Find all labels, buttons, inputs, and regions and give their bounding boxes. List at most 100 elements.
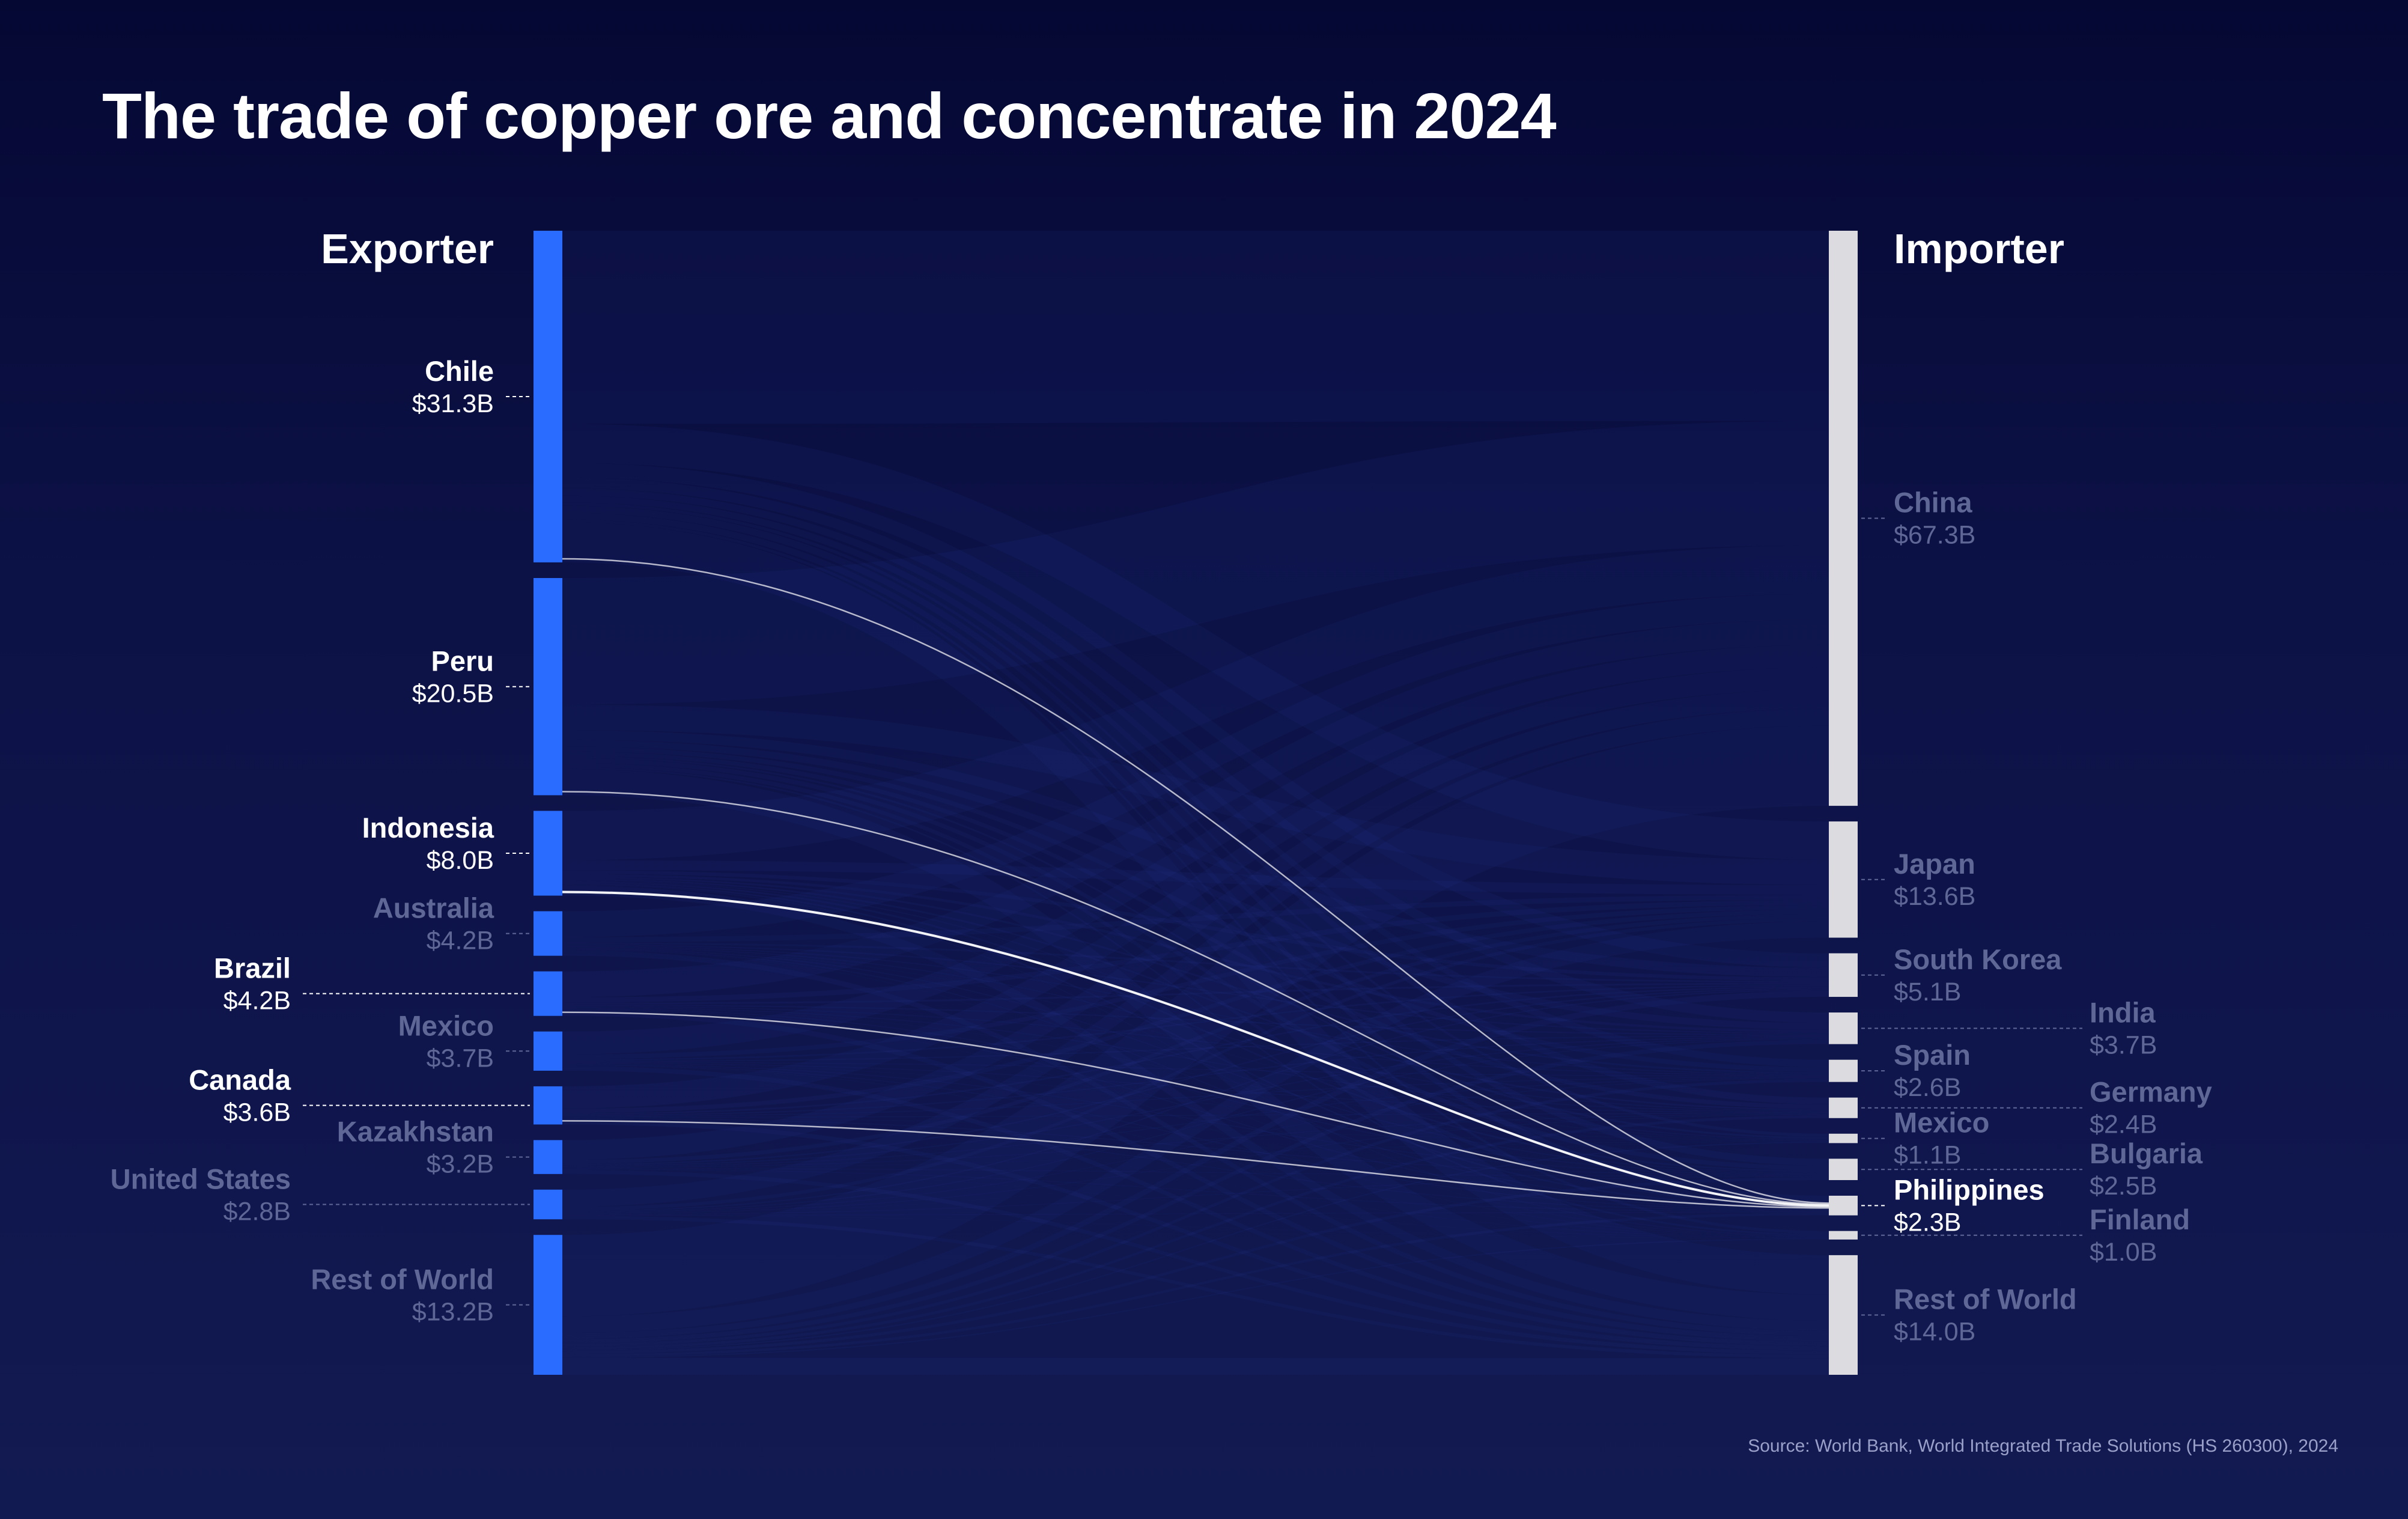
exporter-bar-mexico[interactable] [534, 1031, 562, 1071]
importer-value-philippines: $2.3B [1894, 1208, 1961, 1237]
flow-chile-to-india [562, 477, 1829, 1023]
importer-bar-philippines[interactable] [1829, 1195, 1858, 1216]
highlight-flow-peru-to-philippines [562, 791, 1829, 1205]
flow-australia-to-finland [562, 950, 1829, 1237]
flow-united-states-to-india [562, 1038, 1829, 1213]
flow-canada-to-bulgaria [562, 1118, 1829, 1176]
background-flows [562, 231, 1829, 1375]
flow-canada-to-india [562, 1036, 1829, 1116]
flow-united-states-to-philippines [562, 1212, 1829, 1216]
flow-canada-to-china [562, 667, 1829, 1109]
exporter-label-australia: Australia [373, 892, 494, 924]
flow-indonesia-to-finland [562, 884, 1829, 1237]
importer-value-bulgaria: $2.5B [2090, 1172, 2157, 1201]
flow-indonesia-to-south-korea [562, 870, 1829, 981]
flow-rest-of-world-to-finland [562, 1238, 1829, 1358]
importer-bar-mexico[interactable] [1829, 1133, 1858, 1143]
flow-australia-to-spain [562, 946, 1829, 1075]
exporter-value-australia: $4.2B [427, 927, 494, 955]
importer-bar-germany[interactable] [1829, 1097, 1858, 1118]
importer-value-rest-of-world: $14.0B [1894, 1317, 1975, 1346]
importer-value-china: $67.3B [1894, 521, 1975, 550]
highlight-flow-chile-to-philippines [562, 558, 1829, 1204]
flow-australia-to-japan [562, 895, 1829, 943]
flow-mexico-to-finland [562, 1065, 1829, 1238]
importer-bar-rest-of-world[interactable] [1829, 1255, 1858, 1375]
importer-bar-bulgaria[interactable] [1829, 1158, 1858, 1180]
flow-indonesia-to-rest-of-world [562, 885, 1829, 1331]
flow-kazakhstan-to-bulgaria [562, 1168, 1829, 1177]
importer-label-germany: Germany [2090, 1076, 2212, 1108]
flow-indonesia-to-philippines [562, 883, 1829, 1208]
importer-bar-finland[interactable] [1829, 1231, 1858, 1240]
flow-peru-to-india [562, 739, 1829, 1030]
flow-canada-to-finland [562, 1119, 1829, 1238]
exporter-bar-canada[interactable] [534, 1086, 562, 1125]
flow-chile-to-philippines [562, 513, 1829, 1202]
flow-chile-to-bulgaria [562, 505, 1829, 1166]
flow-rest-of-world-to-south-korea [562, 990, 1829, 1339]
flow-indonesia-to-china [562, 545, 1829, 860]
exporter-label-rest-of-world: Rest of World [311, 1264, 494, 1295]
flow-chile-to-japan [562, 424, 1829, 860]
importer-value-spain: $2.6B [1894, 1073, 1961, 1102]
importer-bar-india[interactable] [1829, 1012, 1858, 1044]
flow-mexico-to-china [562, 645, 1829, 1055]
importer-value-germany: $2.4B [2090, 1110, 2157, 1139]
exporter-bar-indonesia[interactable] [534, 811, 562, 896]
importer-bar-spain[interactable] [1829, 1059, 1858, 1082]
flow-united-states-to-mexico [562, 1141, 1829, 1214]
flow-brazil-to-rest-of-world [562, 1010, 1829, 1342]
flow-canada-to-philippines [562, 1118, 1829, 1212]
exporter-bar-united-states[interactable] [534, 1189, 562, 1220]
flow-rest-of-world-to-bulgaria [562, 1177, 1829, 1354]
exporter-bar-brazil[interactable] [534, 971, 562, 1016]
highlight-flow-brazil-to-philippines [562, 1011, 1829, 1208]
flow-kazakhstan-to-india [562, 1037, 1829, 1167]
flow-chile-to-south-korea [562, 463, 1829, 968]
flow-kazakhstan-to-spain [562, 1077, 1829, 1167]
importer-bar-south-korea[interactable] [1829, 953, 1858, 997]
importer-bar-china[interactable] [1829, 231, 1858, 806]
flow-canada-to-spain [562, 1076, 1829, 1117]
flow-australia-to-south-korea [562, 942, 1829, 983]
flow-australia-to-india [562, 944, 1829, 1034]
flow-australia-to-bulgaria [562, 948, 1829, 1173]
flow-rest-of-world-to-rest-of-world [562, 1357, 1829, 1375]
flow-mexico-to-south-korea [562, 984, 1829, 1061]
flow-australia-to-germany [562, 946, 1829, 1112]
flow-indonesia-to-japan [562, 860, 1829, 895]
importer-label-south-korea: South Korea [1894, 943, 2062, 975]
flow-united-states-to-bulgaria [562, 1176, 1829, 1215]
exporter-value-mexico: $3.7B [427, 1044, 494, 1073]
importer-bar-japan[interactable] [1829, 821, 1858, 938]
exporter-bar-australia[interactable] [534, 911, 562, 956]
exporter-bar-peru[interactable] [534, 577, 562, 796]
flow-rest-of-world-to-india [562, 1040, 1829, 1344]
flow-canada-to-south-korea [562, 986, 1829, 1115]
flow-kazakhstan-to-finland [562, 1169, 1829, 1238]
flow-mexico-to-japan [562, 905, 1829, 1059]
node-labels: Chile$31.3B Peru $20.5B Indonesia$8.0B Austr… [111, 355, 2212, 1346]
exporter-value-peru: $20.5B [412, 680, 494, 708]
flow-peru-to-spain [562, 746, 1829, 1072]
flow-australia-to-philippines [562, 949, 1829, 1210]
flow-chile-to-spain [562, 488, 1829, 1067]
flow-brazil-to-spain [562, 1006, 1829, 1076]
highlighted-flows [562, 558, 1829, 1209]
source-note: Source: World Bank, World Integrated Tra… [1748, 1436, 2338, 1456]
flow-kazakhstan-to-south-korea [562, 988, 1829, 1166]
flow-chile-to-rest-of-world [562, 522, 1829, 1295]
flow-peru-to-bulgaria [562, 758, 1829, 1170]
flow-indonesia-to-bulgaria [562, 881, 1829, 1172]
flow-indonesia-to-india [562, 874, 1829, 1033]
exporter-bar-chile[interactable] [534, 231, 562, 562]
flow-peru-to-mexico [562, 756, 1829, 1139]
importer-label-china: China [1894, 487, 1972, 519]
exporter-value-rest-of-world: $13.2B [412, 1298, 494, 1327]
exporter-bar-rest-of-world[interactable] [534, 1235, 562, 1375]
flow-kazakhstan-to-germany [562, 1113, 1829, 1168]
exporter-bar-kazakhstan[interactable] [534, 1140, 562, 1174]
flow-united-states-to-rest-of-world [562, 1216, 1829, 1359]
